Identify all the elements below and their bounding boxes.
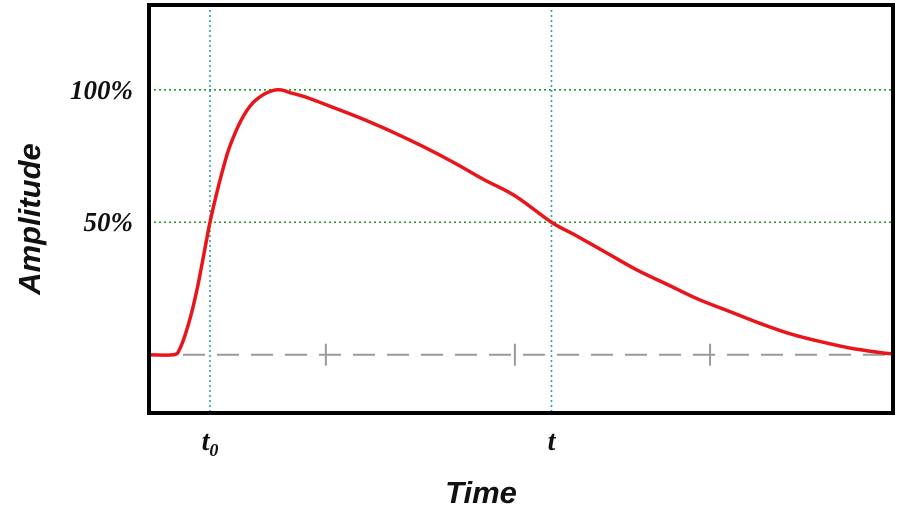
x-tick-label-0: t0 [202,426,219,460]
y-tick-label-0: 100% [70,75,133,105]
y-tick-labels: 100% 50% [70,75,133,237]
plot-frame [147,3,895,415]
y-axis-title: Amplitude [12,143,47,296]
baseline-layer [149,343,893,366]
x-tick-labels: t0 t [202,426,557,460]
x-tick-label-1: t [548,426,557,457]
series-layer [147,87,895,357]
y-tick-label-1: 50% [84,207,134,237]
series-line-0 [147,87,895,357]
grid-layer [149,5,893,413]
x-axis-title: Time [445,475,517,510]
